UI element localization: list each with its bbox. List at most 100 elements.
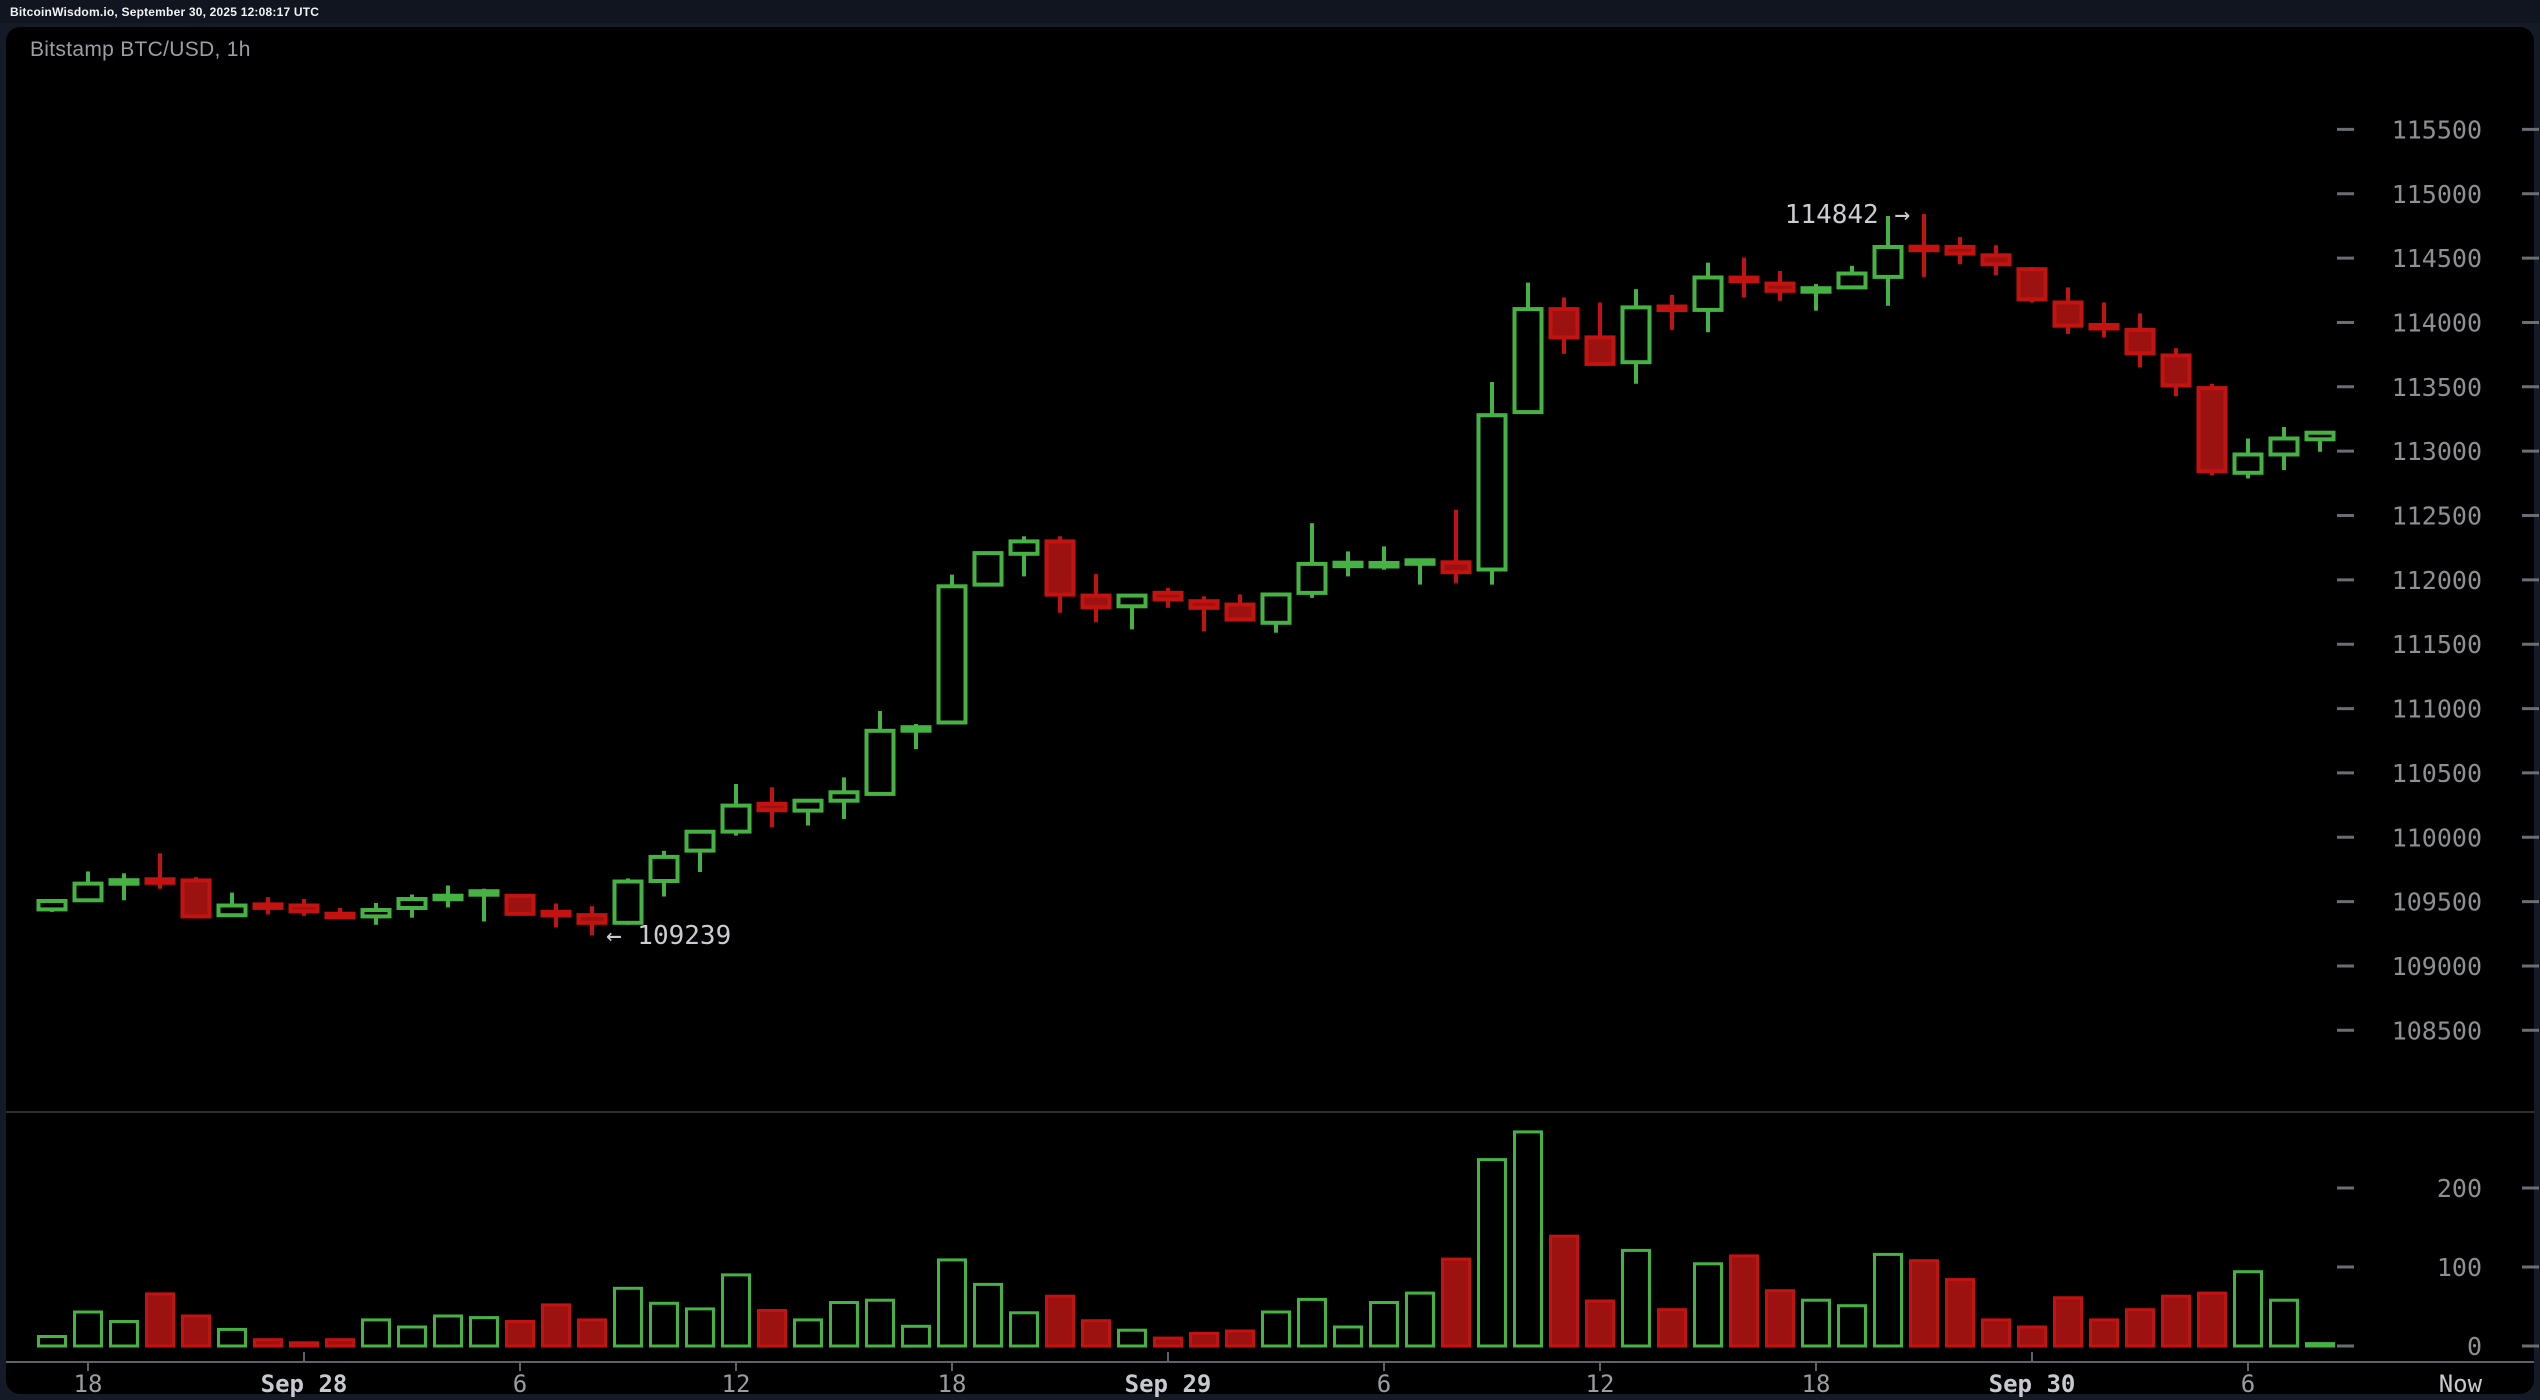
volume-bar: [109, 1320, 139, 1348]
candle-body: [1296, 561, 1328, 595]
candle-body: [2232, 452, 2264, 475]
volume-bar: [1765, 1289, 1795, 1348]
volume-bar: [937, 1258, 967, 1348]
candle-body: [1980, 253, 2012, 267]
volume-tick-label: 0: [2467, 1332, 2482, 1361]
volume-bar: [973, 1282, 1003, 1348]
volume-bar: [1585, 1299, 1615, 1348]
volume-bar: [1369, 1301, 1399, 1348]
volume-bar: [1801, 1298, 1831, 1348]
candle-body: [108, 878, 140, 886]
candle-body: [1332, 560, 1364, 569]
candle-body: [648, 854, 680, 884]
volume-bar: [1441, 1257, 1471, 1348]
candle-body: [1620, 305, 1652, 365]
volume-bar: [613, 1286, 643, 1348]
volume-bar: [2305, 1342, 2335, 1348]
volume-bar: [1549, 1234, 1579, 1348]
candle-body: [1944, 244, 1976, 256]
candle-body: [2052, 300, 2084, 328]
price-tick-label: 114500: [2392, 244, 2482, 273]
candle-body: [720, 803, 752, 834]
volume-bar: [1153, 1336, 1183, 1348]
volume-bar: [1657, 1308, 1687, 1348]
volume-bar: [397, 1325, 427, 1348]
candle-body: [180, 878, 212, 919]
volume-bar: [2233, 1270, 2263, 1348]
time-tick-label: 18: [1802, 1370, 1831, 1398]
volume-layer: [37, 1130, 2335, 1348]
candle-body: [396, 897, 428, 910]
chart-panel: [6, 27, 2534, 1394]
volume-bar: [1297, 1297, 1327, 1348]
price-tick-label: 114000: [2392, 309, 2482, 338]
volume-axis: 200 100 0: [2337, 1174, 2539, 1361]
volume-bar: [1873, 1252, 1903, 1348]
candle-body: [1152, 590, 1184, 602]
candle-body: [828, 790, 860, 803]
volume-bar: [577, 1318, 607, 1348]
candle-body: [144, 877, 176, 885]
volume-bar: [1981, 1318, 2011, 1348]
candle-body: [1872, 245, 1904, 279]
candle-body: [2268, 436, 2300, 457]
candle-body: [2124, 327, 2156, 356]
volume-bar: [649, 1301, 679, 1348]
volume-bar: [1477, 1158, 1507, 1348]
low-annotation: ← 109239: [606, 921, 731, 951]
time-tick-label: Sep 28: [261, 1370, 348, 1398]
volume-bar: [2125, 1308, 2155, 1348]
candle-body: [36, 899, 68, 912]
volume-bar: [181, 1314, 211, 1348]
volume-bar: [1261, 1310, 1291, 1348]
candle-body: [2016, 267, 2048, 302]
volume-bar: [829, 1301, 859, 1348]
candle-body: [1836, 271, 1868, 290]
candle-body: [504, 893, 536, 916]
volume-bar: [1693, 1262, 1723, 1348]
volume-bar: [1225, 1329, 1255, 1348]
candle-body: [432, 893, 464, 902]
candle-body: [1008, 539, 1040, 556]
volume-bar: [1117, 1328, 1147, 1348]
candle-body: [1080, 593, 1112, 610]
time-tick-label: 6: [2241, 1370, 2255, 1398]
price-tick-label: 110000: [2392, 823, 2482, 852]
candle-body: [288, 903, 320, 914]
pane-borders: [6, 1111, 2534, 1363]
volume-bar: [2269, 1298, 2299, 1348]
candle-body: [612, 879, 644, 925]
price-tick-label: 108500: [2392, 1016, 2482, 1045]
candles-layer: [36, 214, 2336, 936]
volume-bar: [685, 1307, 715, 1348]
candle-body: [1728, 275, 1760, 284]
volume-tick-label: 200: [2437, 1174, 2482, 1203]
candle-body: [792, 798, 824, 813]
volume-bar: [1333, 1325, 1363, 1348]
candle-body: [900, 725, 932, 733]
volume-bar: [1513, 1130, 1543, 1348]
time-tick-label: 12: [722, 1370, 751, 1398]
volume-bar: [325, 1338, 355, 1348]
status-bar: BitcoinWisdom.io, September 30, 2025 12:…: [0, 0, 2540, 23]
candle-body: [576, 913, 608, 925]
volume-bar: [1909, 1259, 1939, 1348]
volume-bar: [73, 1310, 103, 1348]
volume-bar: [1945, 1278, 1975, 1348]
candle-body: [360, 908, 392, 919]
candle-body: [252, 902, 284, 910]
candle-body: [2196, 386, 2228, 474]
candle-body: [1440, 560, 1472, 575]
time-tick-label: 18: [938, 1370, 967, 1398]
time-tick-label: Sep 30: [1989, 1370, 2076, 1398]
volume-bar: [1837, 1304, 1867, 1348]
candle-body: [864, 728, 896, 796]
status-bar-text: BitcoinWisdom.io, September 30, 2025 12:…: [10, 4, 320, 19]
candle-body: [1368, 561, 1400, 569]
price-tick-label: 109000: [2392, 952, 2482, 981]
price-tick-label: 111500: [2392, 630, 2482, 659]
volume-bar: [361, 1318, 391, 1348]
price-tick-label: 109500: [2392, 888, 2482, 917]
